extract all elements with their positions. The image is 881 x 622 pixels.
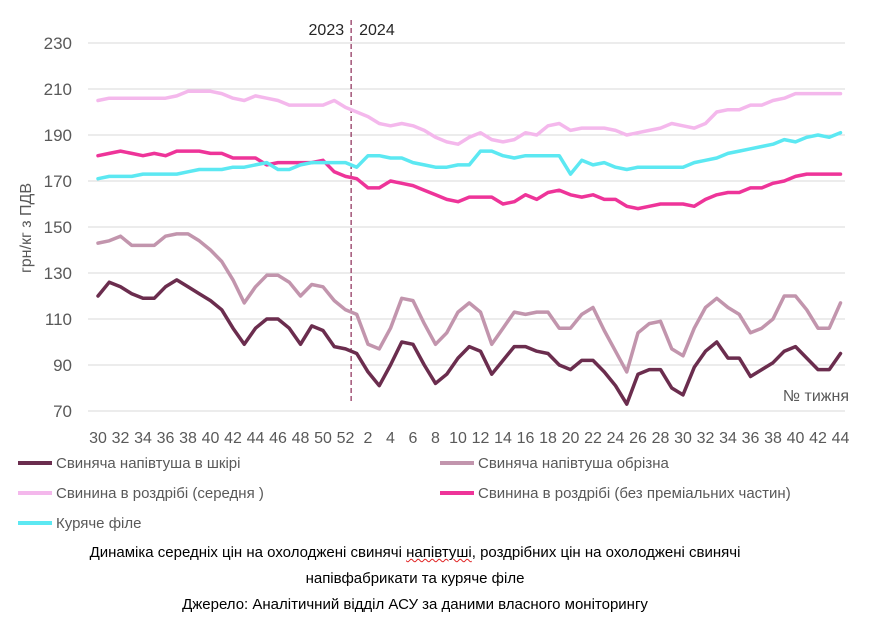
x-tick-label: 24 xyxy=(607,430,625,447)
x-tick-label: 42 xyxy=(809,430,827,447)
year-label-2023: 2023 xyxy=(309,22,345,39)
y-tick-label: 130 xyxy=(44,264,72,283)
x-tick-label: 8 xyxy=(431,430,440,447)
x-tick-label: 20 xyxy=(562,430,580,447)
series-line-1 xyxy=(96,278,843,406)
series-line-4 xyxy=(96,149,843,211)
y-tick-label: 70 xyxy=(53,402,72,421)
legend-label-1: Свиняча напівтуша в шкірі xyxy=(56,455,240,472)
legend-label-5: Куряче філе xyxy=(56,515,141,532)
y-tick-label: 150 xyxy=(44,218,72,237)
series-line-5 xyxy=(96,130,843,181)
x-tick-label: 30 xyxy=(89,430,107,447)
x-tick-label: 40 xyxy=(787,430,805,447)
x-tick-label: 52 xyxy=(337,430,355,447)
caption-line-1: Динаміка середніх цін на охолоджені свин… xyxy=(89,544,741,561)
caption-underlined-word: напівтуші xyxy=(406,544,472,561)
y-tick-label: 110 xyxy=(45,310,72,329)
series-lines xyxy=(96,89,843,406)
x-tick-label: 12 xyxy=(472,430,490,447)
x-tick-label: 42 xyxy=(224,430,242,447)
x-tick-label: 22 xyxy=(584,430,602,447)
y-tick-label: 90 xyxy=(53,356,72,375)
x-tick-label: 26 xyxy=(629,430,647,447)
x-tick-label: 18 xyxy=(539,430,557,447)
x-tick-label: 32 xyxy=(697,430,715,447)
caption-source: Джерело: Аналітичний відділ АСУ за даним… xyxy=(182,596,648,613)
y-tick-label: 190 xyxy=(44,126,72,145)
x-tick-label: 34 xyxy=(134,430,152,447)
gridlines xyxy=(88,42,845,412)
x-tick-label: 28 xyxy=(652,430,670,447)
x-tick-label: 46 xyxy=(269,430,287,447)
x-tick-label: 4 xyxy=(386,430,395,447)
x-tick-label: 36 xyxy=(742,430,760,447)
x-tick-label: 32 xyxy=(112,430,130,447)
x-axis-label: № тижня xyxy=(783,388,849,405)
x-tick-label: 10 xyxy=(449,430,467,447)
series-line-3 xyxy=(96,89,843,146)
legend-label-3: Свинина в роздрібі (середня ) xyxy=(56,485,264,502)
x-axis-ticks: 30 32 34 36 38 40 42 44 46 48 50 52 2 4 6 8 10 12 14 16 18 20… xyxy=(89,430,849,447)
caption-line-2: напівфабрикати та куряче філе xyxy=(305,570,525,587)
year-label-2024: 2024 xyxy=(359,22,395,39)
x-tick-label: 38 xyxy=(179,430,197,447)
series-line-2 xyxy=(96,232,843,374)
x-tick-label: 36 xyxy=(157,430,175,447)
x-tick-label: 30 xyxy=(674,430,692,447)
x-tick-label: 44 xyxy=(247,430,265,447)
x-tick-label: 16 xyxy=(517,430,535,447)
y-axis-label: грн/кг з ПДВ xyxy=(18,183,35,273)
x-tick-label: 6 xyxy=(409,430,418,447)
x-tick-label: 40 xyxy=(202,430,220,447)
legend: Свиняча напівтуша в шкірі Свиняча напівту… xyxy=(18,455,791,532)
x-tick-label: 34 xyxy=(719,430,737,447)
x-tick-label: 2 xyxy=(364,430,373,447)
legend-label-4: Свинина в роздрібі (без преміальних част… xyxy=(478,485,791,502)
x-tick-label: 14 xyxy=(494,430,512,447)
x-tick-label: 38 xyxy=(764,430,782,447)
x-tick-label: 50 xyxy=(314,430,332,447)
year-divider: 2023 2024 xyxy=(309,20,395,404)
x-tick-label: 44 xyxy=(832,430,850,447)
legend-label-2: Свиняча напівтуша обрізна xyxy=(478,455,669,472)
x-tick-label: 48 xyxy=(292,430,310,447)
y-tick-label: 170 xyxy=(44,172,72,191)
y-axis-ticks: 70 90 110 130 150 170 190 210 230 xyxy=(44,34,72,421)
y-tick-label: 210 xyxy=(44,80,72,99)
y-tick-label: 230 xyxy=(44,34,72,53)
